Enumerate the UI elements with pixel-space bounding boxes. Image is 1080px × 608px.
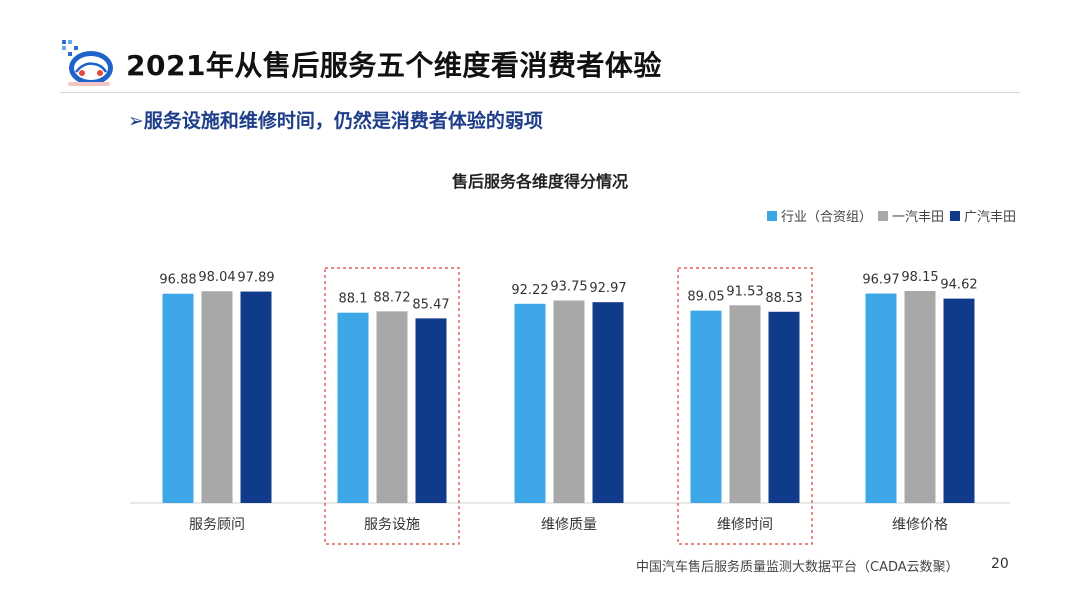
data-label-3-2: 88.53 [765,291,802,306]
bar-0-2 [240,291,272,503]
x-tick-label-1: 服务设施 [364,517,420,533]
highlight-box-1 [324,267,460,545]
x-tick-label-0: 服务顾问 [189,517,245,533]
bar-1-0 [337,312,369,503]
legend-item-faw-toyota: 一汽丰田 [877,206,944,225]
bar-3-0 [690,310,722,503]
legend-label-faw-toyota: 一汽丰田 [891,210,944,225]
data-label-0-1: 98.04 [198,270,235,285]
data-label-1-0: 88.1 [339,292,368,307]
legend-item-gac-toyota: 广汽丰田 [949,206,1016,225]
data-label-2-0: 92.22 [511,283,548,298]
subtitle-marker-icon: ➢ [128,110,144,132]
data-label-0-0: 96.88 [159,273,196,288]
bar-2-2 [592,302,624,503]
bar-2-0 [514,303,546,503]
bar-4-1 [904,290,936,503]
data-label-1-2: 85.47 [412,297,449,312]
data-label-3-1: 91.53 [726,284,763,299]
title-divider [60,92,1020,93]
bar-0-0 [162,293,194,503]
bar-4-2 [943,298,975,503]
chart-legend: 行业（合资组） 一汽丰田 广汽丰田 [761,206,1016,225]
x-tick-label-2: 维修质量 [541,517,597,533]
legend-label-gac-toyota: 广汽丰田 [963,210,1016,225]
bar-3-1 [729,305,761,503]
bar-0-1 [201,291,233,503]
legend-item-industry: 行业（合资组） [766,206,872,225]
legend-label-industry: 行业（合资组） [780,210,872,225]
bar-2-1 [553,300,585,503]
subtitle-text: 服务设施和维修时间，仍然是消费者体验的弱项 [143,110,543,132]
bar-1-1 [376,311,408,503]
data-label-2-1: 93.75 [550,280,587,295]
data-label-3-0: 89.05 [687,290,724,305]
data-label-4-0: 96.97 [862,273,899,288]
legend-swatch-gac-toyota [949,210,960,221]
bar-3-2 [768,311,800,503]
subtitle: ➢服务设施和维修时间，仍然是消费者体验的弱项 [128,106,543,133]
data-label-4-2: 94.62 [940,278,977,293]
x-tick-label-3: 维修时间 [717,517,773,533]
cada-logo-icon [62,40,113,86]
legend-swatch-faw-toyota [877,210,888,221]
x-tick-label-4: 维修价格 [892,517,948,533]
legend-swatch-industry [766,210,777,221]
highlight-box-3 [677,267,813,545]
bar-4-0 [865,293,897,503]
data-label-4-1: 98.15 [901,270,938,285]
data-label-1-1: 88.72 [373,290,410,305]
data-label-0-2: 97.89 [237,271,274,286]
page-number: 20 [991,556,1009,572]
source-footer: 中国汽车售后服务质量监测大数据平台（CADA云数聚） [636,560,959,575]
bar-1-2 [415,318,447,503]
chart-title: 售后服务各维度得分情况 [451,172,628,191]
data-label-2-2: 92.97 [589,281,626,296]
page-title: 2021年从售后服务五个维度看消费者体验 [126,49,662,82]
